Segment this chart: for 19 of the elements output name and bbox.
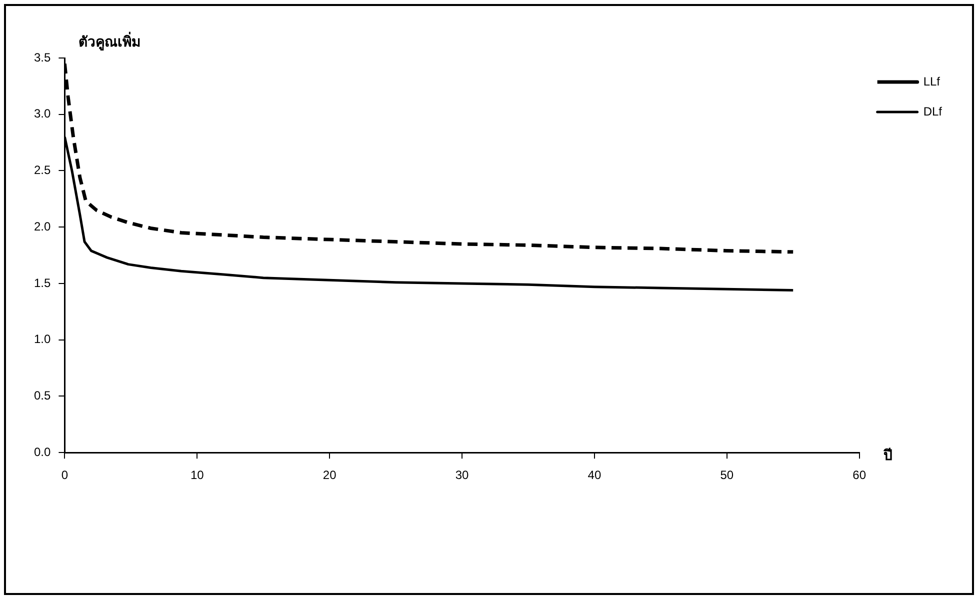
y-axis-title: ตัวคูณเพิ่ม [78, 32, 141, 51]
y-tick-label: 3.5 [34, 50, 51, 64]
x-tick-label: 50 [720, 468, 734, 482]
x-tick-label: 0 [61, 468, 68, 482]
legend-label: LLf [923, 74, 941, 88]
x-tick-label: 10 [190, 468, 204, 482]
y-tick-label: 0.0 [34, 444, 51, 459]
y-tick-label: 2.5 [34, 163, 51, 178]
legend-label: DLf [923, 104, 943, 118]
y-tick-label: 1.5 [34, 276, 51, 290]
y-tick-label: 2.0 [34, 219, 51, 234]
y-tick-label: 0.5 [34, 388, 51, 403]
x-tick-label: 20 [322, 468, 337, 482]
x-axis-title: ปี [882, 448, 892, 464]
x-tick-label: 30 [455, 468, 469, 482]
x-tick-label: 60 [852, 468, 866, 482]
y-tick-label: 3.0 [34, 106, 51, 121]
y-tick-label: 1.0 [34, 332, 51, 346]
x-tick-label: 40 [588, 468, 602, 482]
